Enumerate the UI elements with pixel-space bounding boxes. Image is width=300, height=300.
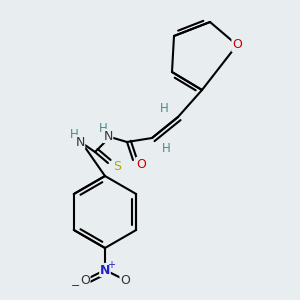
Text: O: O	[80, 274, 90, 286]
Text: O: O	[232, 38, 242, 52]
Text: −: −	[71, 281, 81, 291]
Text: N: N	[100, 263, 110, 277]
Text: N: N	[103, 130, 113, 142]
Text: +: +	[107, 260, 115, 270]
Text: H: H	[162, 142, 170, 154]
Text: H: H	[70, 128, 78, 142]
Text: O: O	[136, 158, 146, 170]
Text: H: H	[160, 103, 168, 116]
Text: N: N	[75, 136, 85, 148]
Text: O: O	[120, 274, 130, 286]
Text: H: H	[99, 122, 107, 136]
Text: S: S	[113, 160, 121, 172]
